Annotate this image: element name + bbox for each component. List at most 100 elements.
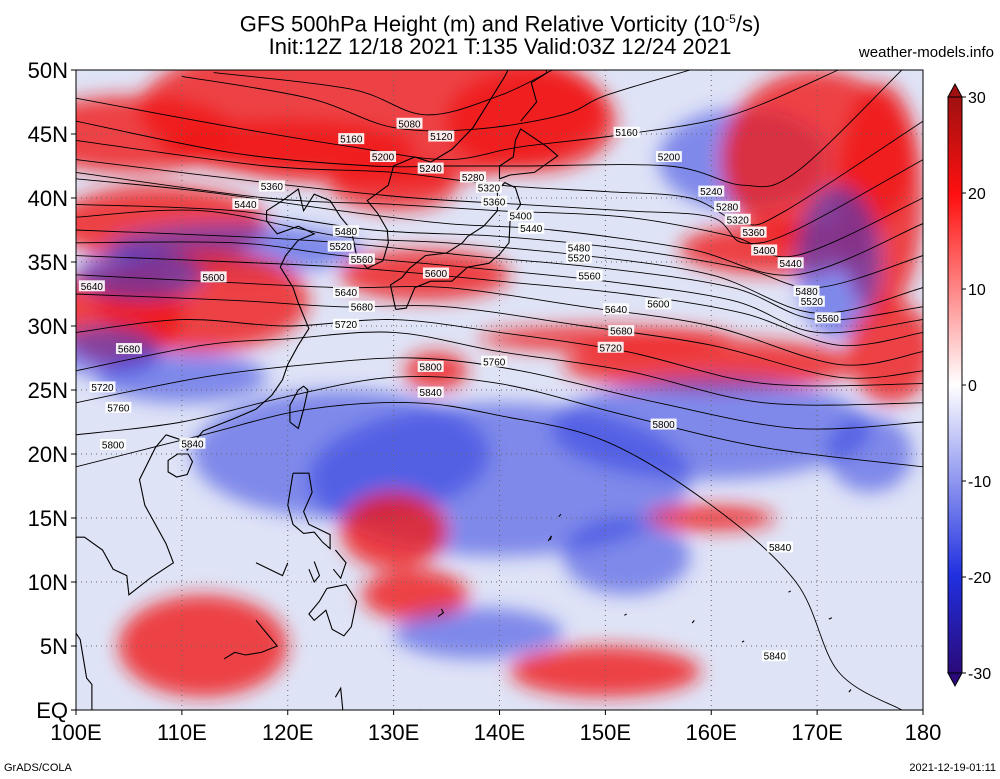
height-contour-5440 <box>76 209 923 314</box>
contour-label: 5680 <box>351 302 374 313</box>
contour-label: 5800 <box>652 420 675 431</box>
height-contour-5840 <box>76 402 903 710</box>
coastline <box>76 632 93 710</box>
contour-label: 5840 <box>181 439 204 450</box>
coastline <box>741 640 745 643</box>
contour-label: 5720 <box>91 383 114 394</box>
contour-label-background <box>602 303 629 315</box>
coastline <box>788 590 791 593</box>
colorbar-scale <box>947 96 963 674</box>
coastline <box>828 617 833 620</box>
coastline <box>287 472 331 550</box>
coastline <box>691 620 695 624</box>
contour-label-background <box>348 253 375 265</box>
contour-label: 5200 <box>658 153 681 164</box>
contour-label-background <box>650 418 677 430</box>
contour-label: 5480 <box>795 287 818 298</box>
contour-label-background <box>417 162 444 174</box>
contour-label: 5760 <box>107 403 130 414</box>
lon-tick-label: 160E <box>686 720 737 745</box>
contour-label-background <box>814 312 841 324</box>
contour-label: 5480 <box>335 227 358 238</box>
coastline <box>334 686 344 710</box>
height-contours <box>76 70 923 710</box>
contour-label: 5360 <box>261 182 284 193</box>
chart-subtitle: Init:12Z 12/18 2021 T:135 Valid:03Z 12/2… <box>268 34 732 59</box>
vorticity-field <box>76 70 923 698</box>
contour-label-background <box>777 257 804 269</box>
contour-label: 5760 <box>483 357 506 368</box>
contour-label-background <box>608 325 635 337</box>
lat-tick-label: 30N <box>28 314 68 339</box>
contour-label: 5560 <box>351 255 374 266</box>
contour-label: 5720 <box>335 320 358 331</box>
contour-label-background <box>460 171 487 183</box>
contour-label-background <box>655 151 682 163</box>
contour-label-background <box>327 240 354 252</box>
map-axes: 100E 110E 120E 130E 140E 150E 160E 170E 180 50N 45… <box>28 58 942 745</box>
height-contour-5760 <box>76 357 923 430</box>
contour-label-background <box>565 241 592 253</box>
contour-label-background <box>793 285 820 297</box>
contour-label-background <box>338 133 365 145</box>
lat-tick-label: 20N <box>28 442 68 467</box>
coastline <box>167 453 194 478</box>
contour-label-background <box>332 225 359 237</box>
coastline <box>416 709 422 710</box>
contour-label: 5280 <box>716 202 739 213</box>
coastline <box>437 608 445 618</box>
contour-label-background <box>724 213 751 225</box>
lat-tick-label: 45N <box>28 122 68 147</box>
contour-label: 5640 <box>605 305 628 316</box>
contour-label: 5800 <box>102 441 125 452</box>
contour-label: 5840 <box>764 652 787 663</box>
height-contour-5520 <box>76 241 923 334</box>
contour-label-background <box>115 343 142 355</box>
vorticity-blob <box>118 594 288 698</box>
vorticity-blob <box>446 70 616 173</box>
lat-tick-label: 5N <box>40 634 68 659</box>
contour-label-background <box>798 295 825 307</box>
contour-label-background <box>258 180 285 192</box>
contour-label-background <box>100 439 127 451</box>
contour-label: 5200 <box>372 153 395 164</box>
contour-label: 5280 <box>462 173 485 184</box>
contour-label: 5720 <box>600 343 623 354</box>
contour-label-background <box>565 252 592 264</box>
contour-label-background <box>332 318 359 330</box>
contour-label: 5360 <box>742 228 765 239</box>
contour-label-background <box>751 244 778 256</box>
contour-label-background <box>179 437 206 449</box>
contour-label: 5840 <box>769 543 792 554</box>
coastline <box>308 583 358 637</box>
contour-label: 5800 <box>420 362 443 373</box>
lat-tick-label: 50N <box>28 58 68 83</box>
contour-label: 5640 <box>81 282 104 293</box>
contour-label-background <box>740 226 767 238</box>
height-contour-5680 <box>76 319 923 387</box>
height-contour-5080 <box>213 70 553 116</box>
colorbar: 30 20 10 0 -10 -20 -30 <box>947 82 991 688</box>
contour-label: 5640 <box>335 288 358 299</box>
colorbar-tick-label: -20 <box>968 570 991 587</box>
contour-label: 5840 <box>420 388 443 399</box>
lon-tick-label: 130E <box>368 720 419 745</box>
contour-label-background <box>698 185 725 197</box>
site-watermark: weather-models.info <box>858 44 994 61</box>
contour-label-background <box>370 151 397 163</box>
vorticity-blob <box>848 300 923 403</box>
contour-label-background <box>89 381 116 393</box>
lat-tick-label: 40N <box>28 186 68 211</box>
contour-label-background <box>507 209 534 221</box>
contour-label: 5680 <box>610 327 633 338</box>
contour-label-background <box>475 181 502 193</box>
contour-label-background <box>576 270 603 282</box>
contour-label: 5360 <box>483 197 506 208</box>
contour-label-background <box>428 130 455 142</box>
height-contour-5360 <box>76 178 923 276</box>
coastline <box>308 561 321 584</box>
contour-label: 5440 <box>780 259 803 270</box>
height-contour-5800 <box>76 375 923 468</box>
contour-label: 5120 <box>430 132 453 143</box>
